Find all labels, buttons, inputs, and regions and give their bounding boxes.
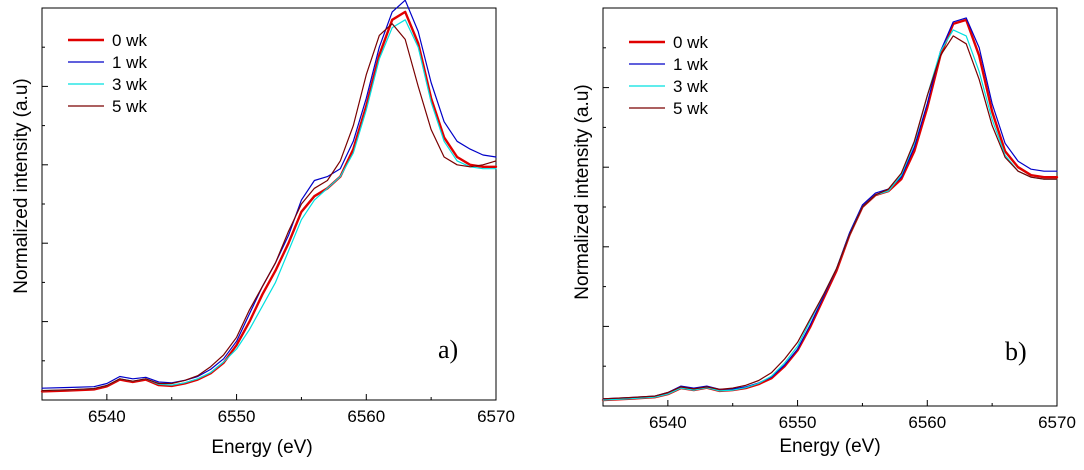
- legend-label: 3 wk: [673, 77, 708, 96]
- series-line-0-wk: [601, 18, 1059, 402]
- legend: 0 wk 1 wk 3 wk 5 wk: [68, 31, 147, 116]
- plot-area: 6540 6550 6560 6570: [40, 0, 515, 426]
- legend-label: 1 wk: [112, 53, 147, 72]
- x-tick-label: 6550: [218, 407, 256, 426]
- plot-frame: [41, 7, 497, 401]
- x-tick-label: 6540: [649, 413, 687, 432]
- y-axis-label: Normalized intensity (a.u): [11, 78, 32, 293]
- series-layer: [601, 17, 1059, 402]
- x-tick-label: 6550: [779, 413, 817, 432]
- legend-item: 5 wk: [629, 99, 708, 118]
- series-line-3-wk: [41, 19, 497, 392]
- legend-label: 3 wk: [112, 75, 147, 94]
- legend-label: 5 wk: [112, 97, 147, 116]
- chart-panel-b: 6540 6550 6560 6570 0 wk 1 wk 3 wk 5 wk b) …: [572, 7, 1076, 457]
- legend-item: 0 wk: [629, 33, 708, 52]
- chart-panel-a: 6540 6550 6560 6570 0 wk 1 wk 3 wk 5 wk a) …: [11, 0, 515, 458]
- series-line-5-wk: [41, 23, 497, 392]
- panel-label: a): [438, 335, 458, 364]
- plot-area: 6540 6550 6560 6570: [601, 7, 1076, 432]
- panel-label: b): [1005, 337, 1027, 366]
- series-line-1-wk: [41, 0, 497, 389]
- legend-label: 1 wk: [673, 55, 708, 74]
- legend-label: 0 wk: [673, 33, 708, 52]
- x-tick-label: 6570: [1038, 413, 1076, 432]
- series-line-1-wk: [602, 17, 1058, 400]
- legend-item: 3 wk: [68, 75, 147, 94]
- legend-label: 5 wk: [673, 99, 708, 118]
- plot-frame: [602, 7, 1058, 407]
- legend: 0 wk 1 wk 3 wk 5 wk: [629, 33, 708, 118]
- legend-item: 1 wk: [68, 53, 147, 72]
- series-line-5-wk: [602, 35, 1058, 400]
- x-ticks: 6540 6550 6560 6570: [602, 47, 1076, 432]
- legend-item: 5 wk: [68, 97, 147, 116]
- x-tick-label: 6560: [347, 407, 385, 426]
- x-tick-label: 6570: [477, 407, 515, 426]
- legend-label: 0 wk: [112, 31, 147, 50]
- legend-item: 0 wk: [68, 31, 147, 50]
- x-axis-label: Energy (eV): [779, 436, 880, 457]
- y-axis-label: Normalized intensity (a.u): [572, 84, 593, 299]
- legend-item: 1 wk: [629, 55, 708, 74]
- x-tick-label: 6560: [908, 413, 946, 432]
- legend-item: 3 wk: [629, 77, 708, 96]
- series-line-0-wk: [40, 10, 498, 393]
- x-ticks: 6540 6550 6560 6570: [41, 46, 515, 426]
- series-line-3-wk: [602, 29, 1058, 401]
- x-axis-label: Energy (eV): [211, 437, 312, 458]
- series-layer: [40, 0, 498, 393]
- x-tick-label: 6540: [88, 407, 126, 426]
